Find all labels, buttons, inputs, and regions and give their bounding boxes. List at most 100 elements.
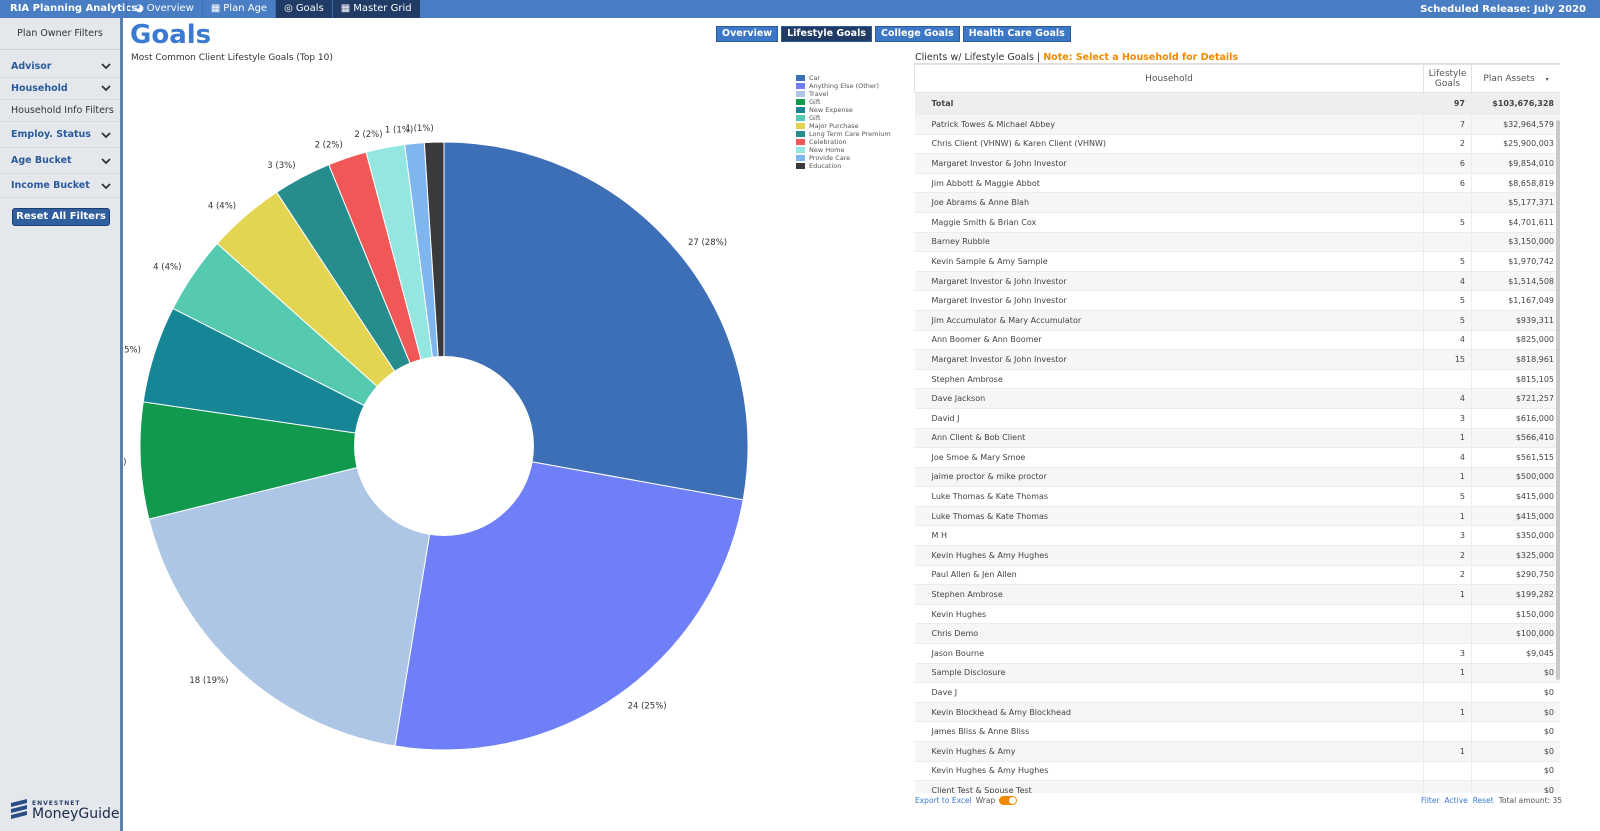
table-row[interactable]: Maggie Smith & Brian Cox 5 $4,701,611 bbox=[914, 212, 1560, 233]
nav-tab-overview[interactable]: ◕ Overview bbox=[126, 0, 202, 18]
nav-tab-goals[interactable]: ◎ Goals bbox=[275, 0, 332, 18]
chevron-down-icon bbox=[101, 132, 111, 139]
reset-all-filters-button[interactable]: Reset All Filters bbox=[12, 208, 110, 226]
legend-item[interactable]: Education bbox=[796, 162, 891, 170]
cell-household: Stephen Ambrose bbox=[914, 584, 1424, 605]
cell-goals: 2 bbox=[1423, 565, 1472, 586]
lifestyle-goals-pie-chart[interactable]: 27 (28%) 24 (25%) 18 (19%) 6 (6%) 5 (5%) 4 (4… bbox=[124, 66, 914, 826]
table-row[interactable]: Dave Jackson 4 $721,257 bbox=[914, 388, 1560, 409]
filter-income-bucket[interactable]: Income Bucket bbox=[0, 174, 120, 198]
legend-item[interactable]: Long Term Care Premium bbox=[796, 130, 891, 138]
cell-assets: $0 bbox=[1471, 741, 1560, 762]
cell-household: Kevin Hughes bbox=[914, 604, 1424, 625]
legend-item[interactable]: New Home bbox=[796, 146, 891, 154]
table-row[interactable]: Client Test & Spouse Test $0 bbox=[914, 780, 1560, 793]
filter-advisor[interactable]: Advisor bbox=[0, 56, 120, 78]
table-row[interactable]: Jim Abbott & Maggie Abbot 6 $8,658,819 bbox=[914, 173, 1560, 194]
cell-household: jaime proctor & mike proctor bbox=[914, 467, 1424, 488]
table-row[interactable]: Luke Thomas & Kate Thomas 1 $415,000 bbox=[914, 506, 1560, 527]
total-assets: $103,676,328 bbox=[1471, 92, 1560, 115]
table-row[interactable]: Margaret Investor & John Investor 6 $9,854… bbox=[914, 153, 1560, 174]
cell-household: Kevin Sample & Amy Sample bbox=[914, 251, 1424, 272]
cell-goals bbox=[1423, 761, 1472, 782]
legend-item[interactable]: New Expense bbox=[796, 106, 891, 114]
table-scrollbar[interactable] bbox=[1556, 120, 1560, 680]
table-row[interactable]: Paul Allen & Jen Allen 2 $290,750 bbox=[914, 565, 1560, 586]
nav-tab-plan-age[interactable]: ▦ Plan Age bbox=[201, 0, 275, 18]
table-row[interactable]: Patrick Towes & Michael Abbey 7 $32,964,57… bbox=[914, 114, 1560, 135]
column-header-lifestyle-goals[interactable]: Lifestyle Goals bbox=[1423, 64, 1472, 93]
active-link[interactable]: Active bbox=[1444, 796, 1468, 805]
nav-tab-master-grid[interactable]: ▦ Master Grid bbox=[331, 0, 420, 18]
table-row[interactable]: M H 3 $350,000 bbox=[914, 525, 1560, 547]
pie-slice[interactable] bbox=[139, 401, 445, 520]
table-row[interactable]: Kevin Hughes $150,000 bbox=[914, 604, 1560, 625]
table-row[interactable]: Ann Client & Bob Client 1 $566,410 bbox=[914, 428, 1560, 449]
table-row[interactable]: Chris Client (VHNW) & Karen Client (VHNW… bbox=[914, 134, 1560, 155]
subtab-health-care-goals[interactable]: Health Care Goals bbox=[962, 26, 1071, 42]
table-row[interactable]: Jim Accumulator & Mary Accumulator 5 $939,… bbox=[914, 310, 1560, 331]
table-row[interactable]: Kevin Hughes & Amy 1 $0 bbox=[914, 741, 1560, 762]
table-row[interactable]: Stephen Ambrose 1 $199,282 bbox=[914, 584, 1560, 605]
cell-assets: $721,257 bbox=[1471, 388, 1560, 409]
table-row[interactable]: Joe Abrams & Anne Blah $5,177,371 bbox=[914, 192, 1560, 213]
slice-data-label: 2 (2%) bbox=[354, 130, 382, 140]
filter-household[interactable]: Household bbox=[0, 78, 120, 100]
table-row[interactable]: Sample Disclosure 1 $0 bbox=[914, 663, 1560, 684]
table-row[interactable]: jaime proctor & mike proctor 1 $500,000 bbox=[914, 467, 1560, 488]
table-row[interactable]: Jason Bourne 3 $9,045 bbox=[914, 643, 1560, 664]
chevron-down-icon bbox=[101, 183, 111, 190]
filter-employ-status[interactable]: Employ. Status bbox=[0, 122, 120, 148]
table-row[interactable]: Ann Boomer & Ann Boomer 4 $825,000 bbox=[914, 330, 1560, 351]
table-row[interactable]: Kevin Sample & Amy Sample 5 $1,970,742 bbox=[914, 251, 1560, 272]
table-row[interactable]: David J 3 $616,000 bbox=[914, 408, 1560, 429]
logo-mark-icon bbox=[11, 799, 27, 819]
chevron-down-icon bbox=[101, 85, 111, 92]
filter-link[interactable]: Filter bbox=[1420, 796, 1440, 805]
legend-item[interactable]: Major Purchase bbox=[796, 122, 891, 130]
table-row[interactable]: Kevin Hughes & Amy Hughes $0 bbox=[914, 761, 1560, 782]
table-row[interactable]: Luke Thomas & Kate Thomas 5 $415,000 bbox=[914, 486, 1560, 507]
table-row[interactable]: Joe Smoe & Mary Smoe 4 $561,515 bbox=[914, 447, 1560, 468]
cell-assets: $415,000 bbox=[1471, 506, 1560, 527]
table-row[interactable]: Barney Rubble $3,150,000 bbox=[914, 232, 1560, 253]
cell-goals bbox=[1423, 369, 1472, 390]
cell-household: David J bbox=[914, 408, 1424, 429]
pie-slice[interactable] bbox=[148, 445, 445, 747]
subtab-college-goals[interactable]: College Goals bbox=[875, 26, 960, 42]
cell-assets: $150,000 bbox=[1471, 604, 1560, 625]
cell-household: Kevin Hughes & Amy Hughes bbox=[914, 545, 1424, 566]
subtab-lifestyle-goals[interactable]: Lifestyle Goals bbox=[781, 26, 873, 42]
legend-item[interactable]: Gift bbox=[796, 98, 891, 106]
legend-item[interactable]: Anything Else (Other) bbox=[796, 82, 891, 90]
table-row[interactable]: Margaret Investor & John Investor 15 $818,… bbox=[914, 349, 1560, 370]
legend-item[interactable]: Provide Care bbox=[796, 154, 891, 162]
legend-label: Education bbox=[809, 162, 842, 170]
legend-item[interactable]: Celebration bbox=[796, 138, 891, 146]
legend-item[interactable]: Travel bbox=[796, 90, 891, 98]
wrap-toggle[interactable] bbox=[999, 796, 1018, 805]
table-row[interactable]: Kevin Hughes & Amy Hughes 2 $325,000 bbox=[914, 545, 1560, 566]
cell-assets: $5,177,371 bbox=[1471, 192, 1560, 213]
legend-item[interactable]: Car bbox=[796, 74, 891, 82]
table-row[interactable]: Stephen Ambrose $815,105 bbox=[914, 369, 1560, 390]
export-to-excel-link[interactable]: Export to Excel bbox=[915, 796, 972, 805]
subtab-overview[interactable]: Overview bbox=[716, 26, 779, 42]
column-header-household[interactable]: Household bbox=[914, 64, 1424, 93]
filter-age-bucket[interactable]: Age Bucket bbox=[0, 148, 120, 174]
column-header-plan-assets[interactable]: Plan Assets ▾ bbox=[1471, 64, 1560, 93]
table-row[interactable]: Dave J $0 bbox=[914, 682, 1560, 703]
legend-label: New Home bbox=[809, 146, 845, 154]
table-row[interactable]: Margaret Investor & John Investor 5 $1,167… bbox=[914, 290, 1560, 311]
table-row[interactable]: Kevin Blockhead & Amy Blockhead 1 $0 bbox=[914, 702, 1560, 723]
cell-assets: $616,000 bbox=[1471, 408, 1560, 429]
table-row[interactable]: James Bliss & Anne Bliss $0 bbox=[914, 721, 1560, 742]
table-row[interactable]: Margaret Investor & John Investor 4 $1,514… bbox=[914, 271, 1560, 292]
cell-goals: 4 bbox=[1423, 447, 1472, 468]
page-title: Goals bbox=[130, 20, 212, 50]
reset-link[interactable]: Reset bbox=[1472, 796, 1494, 805]
cell-assets: $1,970,742 bbox=[1471, 251, 1560, 272]
legend-item[interactable]: Gift bbox=[796, 114, 891, 122]
envestnet-logo: ENVESTNET MoneyGuide bbox=[10, 797, 120, 823]
table-row[interactable]: Chris Demo $100,000 bbox=[914, 623, 1560, 645]
